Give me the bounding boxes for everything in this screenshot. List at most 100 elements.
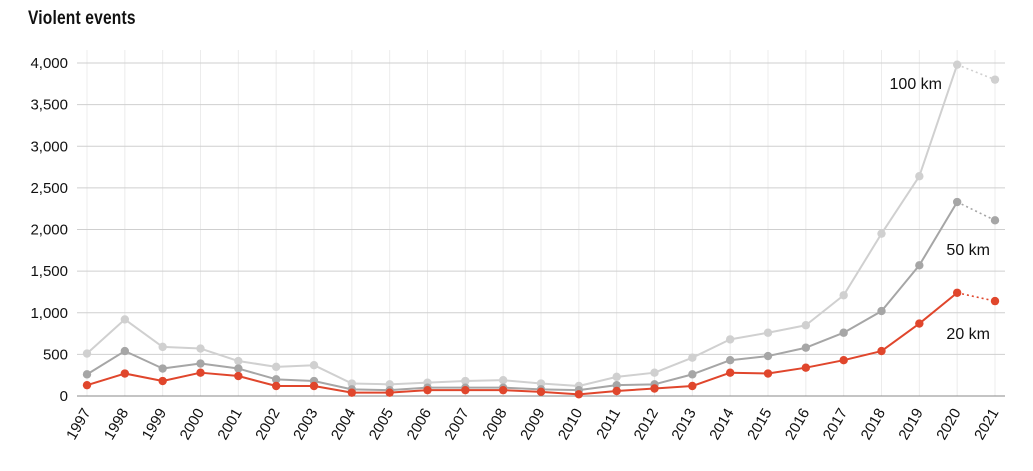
data-point <box>498 375 508 385</box>
data-point <box>423 385 432 395</box>
data-point <box>801 343 811 352</box>
y-tick-label: 3,000 <box>30 138 68 155</box>
data-point <box>461 376 470 386</box>
data-point <box>574 390 584 399</box>
data-point <box>877 306 886 316</box>
data-point <box>915 172 924 181</box>
series-label: 50 km <box>946 242 990 259</box>
data-point <box>536 379 546 388</box>
x-tick-label: 2018 <box>858 406 889 443</box>
x-tick-label: 2006 <box>404 406 435 443</box>
x-tick-label: 2003 <box>290 406 321 443</box>
chart-title: Violent events <box>28 8 136 29</box>
x-tick-label: 2017 <box>820 406 851 443</box>
y-tick-label: 500 <box>43 346 68 363</box>
data-point <box>990 216 1000 225</box>
data-point <box>196 368 205 377</box>
data-point <box>801 363 811 372</box>
series-dotted-segment <box>956 291 996 302</box>
x-tick-label: 2000 <box>177 406 208 443</box>
series-label: 20 km <box>946 326 990 343</box>
data-point <box>650 384 659 393</box>
data-point <box>688 353 697 362</box>
data-point <box>309 360 319 370</box>
series-50-km <box>82 197 1000 395</box>
data-point <box>763 328 773 337</box>
data-point <box>839 328 848 337</box>
data-point <box>536 387 546 397</box>
data-point <box>309 381 319 391</box>
y-tick-label: 4,000 <box>30 55 68 72</box>
y-tick-label: 0 <box>60 388 68 405</box>
data-point <box>725 356 735 365</box>
x-tick-label: 2001 <box>214 406 245 443</box>
label-layer: 100 km 50 km 20 km <box>890 76 990 343</box>
data-point <box>120 346 130 356</box>
x-tick-label: 2014 <box>706 406 737 443</box>
data-point <box>952 288 962 297</box>
series-dotted-segment <box>956 63 996 81</box>
data-point <box>725 368 735 377</box>
data-point <box>271 362 281 372</box>
data-point <box>612 380 621 390</box>
x-tick-label: 2010 <box>555 406 586 443</box>
x-tick-label: 2021 <box>971 406 1002 443</box>
data-point <box>196 359 205 368</box>
y-tick-label: 1,000 <box>30 305 68 322</box>
y-tick-label: 3,500 <box>30 97 68 114</box>
data-point <box>763 351 773 361</box>
data-point <box>385 388 394 397</box>
data-point <box>990 75 1000 84</box>
data-point <box>839 291 848 300</box>
data-point <box>839 356 848 365</box>
x-tick-label: 2011 <box>593 406 624 442</box>
axis-layer: 0 500 1,000 1,500 2,000 2,500 3,000 3,500 4,000 1… <box>30 55 1002 443</box>
y-tick-label: 2,000 <box>30 222 68 239</box>
data-point <box>763 369 773 378</box>
x-tick-label: 2008 <box>479 405 510 442</box>
x-tick-label: 2004 <box>328 406 359 443</box>
data-point <box>120 315 130 324</box>
series-label: 100 km <box>890 76 942 93</box>
y-tick-label: 1,500 <box>30 263 68 280</box>
x-tick-label: 2019 <box>895 406 926 443</box>
data-point <box>877 346 886 356</box>
data-point <box>120 369 130 378</box>
data-point <box>498 385 508 395</box>
x-tick-label: 2007 <box>441 406 472 443</box>
data-point <box>82 349 92 358</box>
data-point <box>877 229 886 238</box>
data-point <box>650 368 659 377</box>
data-point <box>952 60 962 69</box>
data-point <box>688 370 697 379</box>
data-point <box>612 386 621 396</box>
data-point <box>234 356 243 366</box>
data-point <box>271 381 281 391</box>
data-point <box>725 335 735 344</box>
data-point <box>158 342 167 352</box>
series-layer <box>82 60 1000 399</box>
data-point <box>952 197 962 207</box>
series-20-km <box>82 288 1000 399</box>
data-point <box>196 344 205 353</box>
data-point <box>271 375 281 384</box>
data-point <box>82 370 92 379</box>
data-point <box>990 296 1000 306</box>
x-tick-label: 1998 <box>101 406 132 443</box>
x-tick-label: 2002 <box>252 406 283 443</box>
series-line <box>86 201 959 392</box>
data-point <box>158 364 167 373</box>
data-point <box>82 380 92 390</box>
data-point <box>688 381 697 391</box>
y-tick-label: 2,500 <box>30 180 68 197</box>
data-point <box>801 321 811 330</box>
data-point <box>347 388 357 397</box>
data-point <box>461 385 470 395</box>
x-tick-label: 1999 <box>139 406 170 443</box>
data-point <box>612 372 621 382</box>
data-point <box>347 379 357 388</box>
x-tick-label: 2009 <box>517 406 548 443</box>
x-tick-label: 2012 <box>631 406 662 443</box>
grid-layer <box>77 50 1005 397</box>
